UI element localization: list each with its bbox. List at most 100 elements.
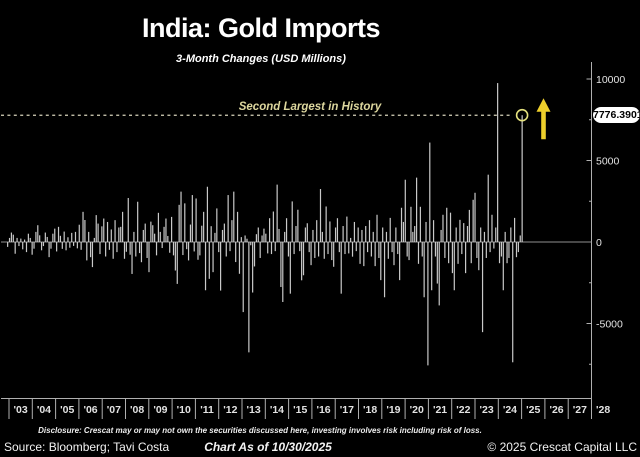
x-tick-label: '20: [410, 404, 424, 416]
bar: [498, 242, 501, 264]
bar: [76, 242, 78, 249]
bar: [91, 242, 94, 268]
bar: [406, 242, 408, 257]
bar: [146, 242, 148, 258]
bar: [40, 242, 43, 251]
bar: [133, 231, 135, 242]
bar: [306, 223, 308, 242]
bar: [44, 232, 46, 242]
x-tick-label: '15: [293, 404, 307, 416]
bar: [50, 242, 52, 249]
bar: [8, 237, 11, 242]
bar: [86, 242, 88, 261]
bar: [365, 226, 367, 242]
bar: [54, 228, 56, 242]
bar: [468, 209, 470, 242]
bar: [155, 242, 158, 256]
bar: [297, 209, 299, 242]
bar: [208, 242, 210, 279]
bar: [20, 238, 22, 242]
bar: [299, 242, 301, 252]
bar: [316, 220, 318, 242]
bar: [361, 229, 363, 242]
bar: [140, 242, 143, 263]
bar: [127, 197, 129, 242]
bar: [269, 218, 271, 242]
copyright-text: © 2025 Crescat Capital LLC: [487, 440, 637, 454]
bar: [229, 242, 231, 252]
bar: [502, 242, 504, 291]
bar: [461, 242, 463, 255]
chart-title: India: Gold Imports: [142, 13, 381, 43]
bar: [223, 223, 225, 242]
bar: [344, 242, 346, 255]
bar: [338, 242, 340, 253]
bar: [82, 211, 84, 242]
bar: [355, 242, 357, 252]
x-tick-label: '27: [573, 404, 587, 416]
bar: [285, 218, 288, 242]
bar: [301, 242, 303, 281]
x-tick-label: '16: [316, 404, 330, 416]
bar: [39, 235, 41, 242]
bar: [210, 226, 212, 242]
bar: [444, 242, 446, 258]
bar: [161, 242, 163, 249]
bar: [455, 227, 457, 242]
up-arrow-icon: [536, 98, 551, 140]
bar: [24, 239, 26, 242]
bar: [18, 242, 20, 247]
bar: [431, 242, 433, 291]
bar: [399, 242, 401, 281]
bar: [314, 242, 316, 258]
bar: [22, 242, 24, 250]
bar: [221, 229, 224, 242]
bar: [340, 242, 342, 294]
bar: [176, 242, 178, 284]
y-tick-label: 0: [596, 237, 602, 249]
bar: [485, 242, 487, 258]
bar: [521, 115, 523, 242]
x-tick-label: '14: [270, 404, 284, 416]
bar: [27, 233, 29, 242]
bar: [63, 231, 65, 242]
bar: [88, 231, 90, 242]
bar: [216, 208, 218, 242]
bar: [97, 223, 99, 242]
bar: [101, 226, 103, 242]
x-tick-label: '12: [223, 404, 237, 416]
bar: [203, 211, 205, 242]
disclosure-text: Disclosure: Crescat may or may not own t…: [38, 426, 482, 435]
bar: [410, 206, 412, 242]
bar: [514, 217, 516, 242]
bar: [517, 242, 519, 253]
y-tick-label: -5000: [596, 318, 623, 330]
bar: [74, 231, 77, 242]
bar: [351, 242, 354, 257]
x-tick-label: '09: [153, 404, 167, 416]
bar: [419, 206, 421, 242]
bar: [489, 242, 491, 253]
bar: [389, 217, 391, 242]
bar: [423, 242, 425, 298]
bar: [56, 242, 58, 252]
bar: [310, 242, 312, 266]
bar: [372, 231, 374, 242]
bar: [57, 226, 60, 242]
bar: [515, 242, 518, 258]
bar: [319, 189, 322, 242]
x-tick-label: '03: [14, 404, 28, 416]
bar: [52, 233, 54, 242]
bar: [348, 242, 350, 254]
bar: [519, 235, 521, 242]
bar: [289, 242, 291, 294]
bar: [118, 227, 120, 242]
bar: [180, 191, 182, 242]
bar: [270, 242, 273, 255]
bar: [73, 242, 75, 246]
bar: [416, 177, 418, 242]
bar: [466, 226, 469, 242]
bar: [434, 242, 437, 257]
bar: [417, 242, 420, 264]
